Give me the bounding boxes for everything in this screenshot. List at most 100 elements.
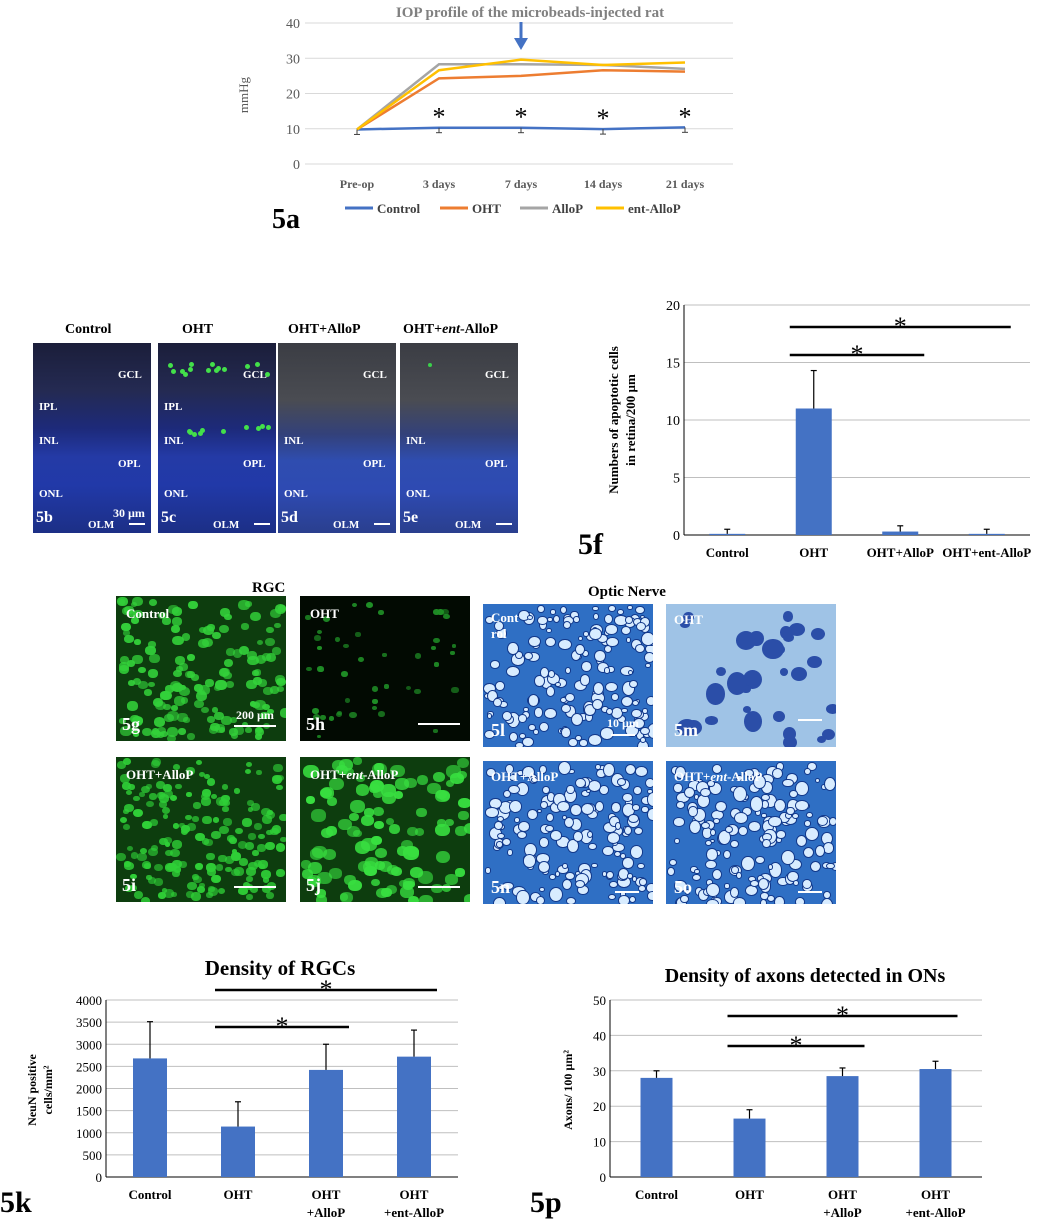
axon — [706, 848, 718, 861]
rgc-cell — [307, 861, 323, 874]
layer-label-inl: INL — [39, 435, 59, 447]
axon — [722, 850, 731, 860]
axon — [489, 660, 500, 669]
rgc-cell — [433, 771, 445, 782]
rgc-cell — [339, 893, 349, 901]
axon — [674, 838, 680, 845]
layer-label-gcl: GCL — [118, 369, 142, 381]
axon — [549, 609, 557, 615]
rgc-cell — [169, 681, 182, 692]
rgc-cell — [219, 624, 230, 634]
rgc-panel-name: Control — [126, 606, 170, 621]
scale-bar — [129, 523, 145, 525]
rgc-cell — [247, 806, 254, 812]
rgc-cell — [266, 829, 273, 835]
axon — [580, 803, 594, 816]
bar-5k — [397, 1056, 431, 1177]
axon — [595, 801, 605, 812]
rgc-cell — [253, 823, 262, 831]
axon — [727, 671, 747, 695]
axon — [688, 820, 701, 834]
rgc-cell — [210, 793, 218, 800]
rgc-cell — [246, 893, 254, 900]
rgc-cell — [199, 882, 206, 889]
rgc-cell — [130, 715, 140, 724]
axon — [608, 605, 617, 612]
axon — [786, 806, 795, 816]
axon — [582, 631, 589, 637]
axon — [581, 660, 592, 672]
rgc-cell — [205, 891, 213, 898]
ytick-5a: 30 — [286, 52, 300, 67]
scale-bar — [418, 886, 460, 888]
apoptotic-cell — [260, 424, 266, 430]
rgc-cell — [433, 728, 438, 733]
rgc-cell — [229, 717, 237, 724]
axon — [684, 720, 703, 736]
rgc-cell — [306, 666, 312, 672]
rgc-cell — [238, 858, 248, 867]
rgc-cell — [184, 671, 193, 679]
rgc-cell — [334, 636, 340, 642]
bar-5k — [133, 1058, 167, 1177]
rgc-cell — [150, 818, 159, 826]
axon — [557, 800, 571, 812]
chart-5k: Density of RGCs 0 500 1000 1500 2000 2500 3000 3… — [25, 956, 458, 1220]
rgc-cell — [444, 818, 455, 827]
rgc-cell — [245, 867, 256, 876]
rgc-cell — [251, 850, 259, 857]
rgc-cell — [124, 606, 134, 614]
axon — [733, 785, 748, 802]
rgc-cell — [130, 617, 139, 625]
axon — [545, 824, 554, 832]
rgc-micrograph: OHT+ent-AlloP 5j — [300, 757, 470, 902]
rgc-cell — [137, 852, 147, 861]
rgc-cell — [130, 852, 138, 859]
rgc-cell — [336, 765, 349, 776]
axon — [675, 800, 685, 809]
rgc-cell — [247, 655, 259, 666]
rgc-cell — [372, 705, 378, 711]
panel-label-5p: 5p — [530, 1186, 562, 1219]
rgc-cell — [222, 806, 230, 813]
rgc-cell — [124, 803, 134, 813]
ytick-5p: 40 — [593, 1028, 606, 1043]
rgc-cell — [450, 651, 455, 655]
rgc-cell — [212, 631, 222, 640]
asterisk-5a: * — [679, 102, 692, 131]
xtick-5k: OHT — [224, 1187, 253, 1202]
axon — [498, 885, 505, 891]
axon — [580, 789, 591, 798]
rgc-cell — [152, 698, 164, 708]
rgc-cell — [161, 617, 171, 625]
axon — [606, 636, 619, 647]
axon — [549, 830, 563, 841]
xtick-5a: 14 days — [584, 177, 623, 191]
rgc-cell — [300, 860, 311, 869]
axon — [816, 735, 827, 744]
rgc-cell — [222, 799, 230, 806]
rgc-cell — [317, 871, 332, 884]
rgc-cell — [225, 866, 233, 873]
axon — [588, 842, 598, 851]
axon — [724, 883, 730, 889]
ytick-5k: 500 — [83, 1148, 103, 1163]
axon — [646, 792, 653, 807]
axon — [762, 839, 771, 849]
apoptotic-cell — [168, 363, 174, 369]
axon — [749, 796, 764, 812]
apoptotic-cell — [188, 362, 194, 368]
rgc-cell — [263, 686, 273, 695]
apoptotic-cell — [192, 432, 198, 438]
axon — [568, 737, 578, 747]
rgc-cell — [338, 818, 353, 831]
rgc-cell — [185, 814, 193, 821]
rgc-cell — [185, 792, 192, 798]
rgc-cell — [129, 885, 137, 892]
rgc-cell — [261, 815, 272, 824]
apoptotic-cell — [187, 366, 193, 372]
rgc-cell — [179, 861, 187, 868]
rgc-cell — [275, 843, 286, 852]
xtick-line2-5k: +AlloP — [307, 1205, 346, 1220]
axon — [749, 879, 759, 887]
